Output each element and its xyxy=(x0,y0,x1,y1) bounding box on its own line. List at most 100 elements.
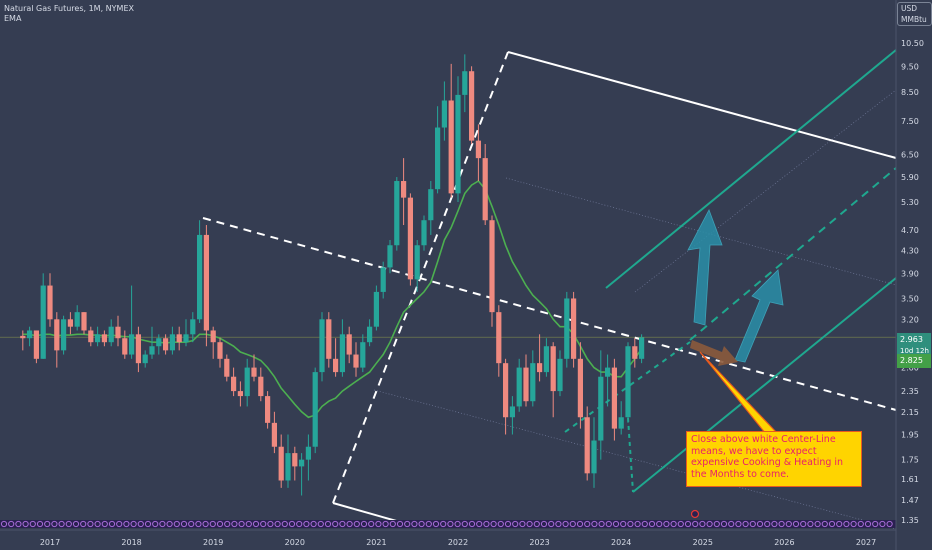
event-marker xyxy=(764,520,771,528)
event-marker xyxy=(584,520,591,528)
event-marker xyxy=(562,520,569,528)
indicator-label: EMA xyxy=(4,14,22,23)
event-marker xyxy=(180,520,188,528)
event-marker xyxy=(389,520,396,528)
candle-body xyxy=(299,459,305,467)
price-tick-label: 1.75 xyxy=(901,456,919,465)
candle-body xyxy=(135,334,141,364)
event-marker xyxy=(195,520,202,528)
price-tick-label: 5.90 xyxy=(901,173,919,182)
pitchfork-lower-handle xyxy=(627,417,634,493)
time-tick-label: 2022 xyxy=(448,538,468,547)
event-marker xyxy=(864,520,872,528)
symbol-title: Natural Gas Futures, 1M, NYMEX xyxy=(4,4,134,13)
candle-body xyxy=(169,334,175,351)
candle-body xyxy=(625,346,631,418)
candle-body xyxy=(639,337,645,359)
candle-body xyxy=(81,312,87,331)
event-marker xyxy=(627,520,634,528)
price-tick-label: 5.30 xyxy=(901,198,919,207)
candle-body xyxy=(353,354,359,368)
candle-body xyxy=(509,406,515,418)
candle-body xyxy=(190,319,196,335)
event-marker xyxy=(785,520,792,528)
event-marker xyxy=(504,520,512,528)
candle-body xyxy=(101,334,107,343)
candle-body xyxy=(326,319,332,359)
event-marker xyxy=(857,520,864,528)
candle-body xyxy=(20,335,26,339)
event-marker xyxy=(749,520,756,528)
candle-body xyxy=(312,372,318,447)
candle-body xyxy=(203,234,209,331)
event-marker xyxy=(836,520,843,528)
candle-body xyxy=(441,100,447,128)
event-marker xyxy=(152,520,159,528)
candle-body xyxy=(258,376,264,397)
price-tick-label: 7.50 xyxy=(901,117,919,126)
candle-body xyxy=(557,358,563,392)
event-marker xyxy=(879,520,886,528)
ema-line xyxy=(22,179,643,419)
event-marker xyxy=(490,520,497,528)
candle-body xyxy=(67,319,73,327)
event-marker xyxy=(771,520,778,528)
candle-body xyxy=(537,363,543,373)
price-tick-label: 6.50 xyxy=(901,151,919,160)
event-marker xyxy=(540,520,548,528)
event-marker xyxy=(252,520,260,528)
candle-body xyxy=(496,312,502,364)
event-marker xyxy=(821,520,828,528)
event-marker xyxy=(598,520,605,528)
event-marker xyxy=(29,520,36,528)
event-marker xyxy=(555,520,562,528)
event-marker xyxy=(828,520,836,528)
event-marker xyxy=(548,520,555,528)
event-marker xyxy=(605,520,612,528)
candle-body xyxy=(380,267,386,292)
candle-body xyxy=(217,342,223,359)
candle-body xyxy=(156,338,162,347)
event-marker xyxy=(188,520,195,528)
event-marker xyxy=(677,520,684,528)
event-marker xyxy=(526,520,533,528)
event-marker xyxy=(440,520,447,528)
event-marker xyxy=(116,520,123,528)
event-marker xyxy=(461,520,468,528)
event-marker xyxy=(137,520,144,528)
event-marker xyxy=(202,520,209,528)
events-strip xyxy=(0,520,896,528)
event-marker xyxy=(720,520,728,528)
candle-body xyxy=(54,319,60,351)
candle-body xyxy=(95,334,101,343)
price-tick-label: 3.90 xyxy=(901,269,919,278)
price-tick-label: 1.47 xyxy=(901,496,919,505)
price-tick-label: 4.30 xyxy=(901,247,919,256)
event-marker xyxy=(656,520,663,528)
candle-body xyxy=(231,376,237,392)
center-line-dashed xyxy=(202,217,897,411)
upper-white-trendline xyxy=(507,51,897,159)
price-tick-label: 9.50 xyxy=(901,62,919,71)
event-marker xyxy=(238,520,245,528)
candle-body xyxy=(278,446,284,481)
event-marker xyxy=(447,520,454,528)
time-tick-label: 2027 xyxy=(856,538,876,547)
candle-body xyxy=(530,363,536,402)
event-marker xyxy=(792,520,800,528)
candle-body xyxy=(339,334,345,373)
candle-body xyxy=(176,334,182,343)
price-tick-label: 1.61 xyxy=(901,475,919,484)
event-marker xyxy=(65,520,72,528)
rally-line-dashed xyxy=(332,51,509,504)
event-marker xyxy=(173,520,180,528)
candle-body xyxy=(163,338,169,351)
event-marker xyxy=(497,520,504,528)
event-marker xyxy=(22,520,29,528)
candle-body xyxy=(210,330,216,343)
event-marker xyxy=(807,520,814,528)
unit-selector[interactable]: USD MMBtu xyxy=(897,2,932,26)
candle-body xyxy=(584,417,590,474)
event-marker xyxy=(843,520,850,528)
